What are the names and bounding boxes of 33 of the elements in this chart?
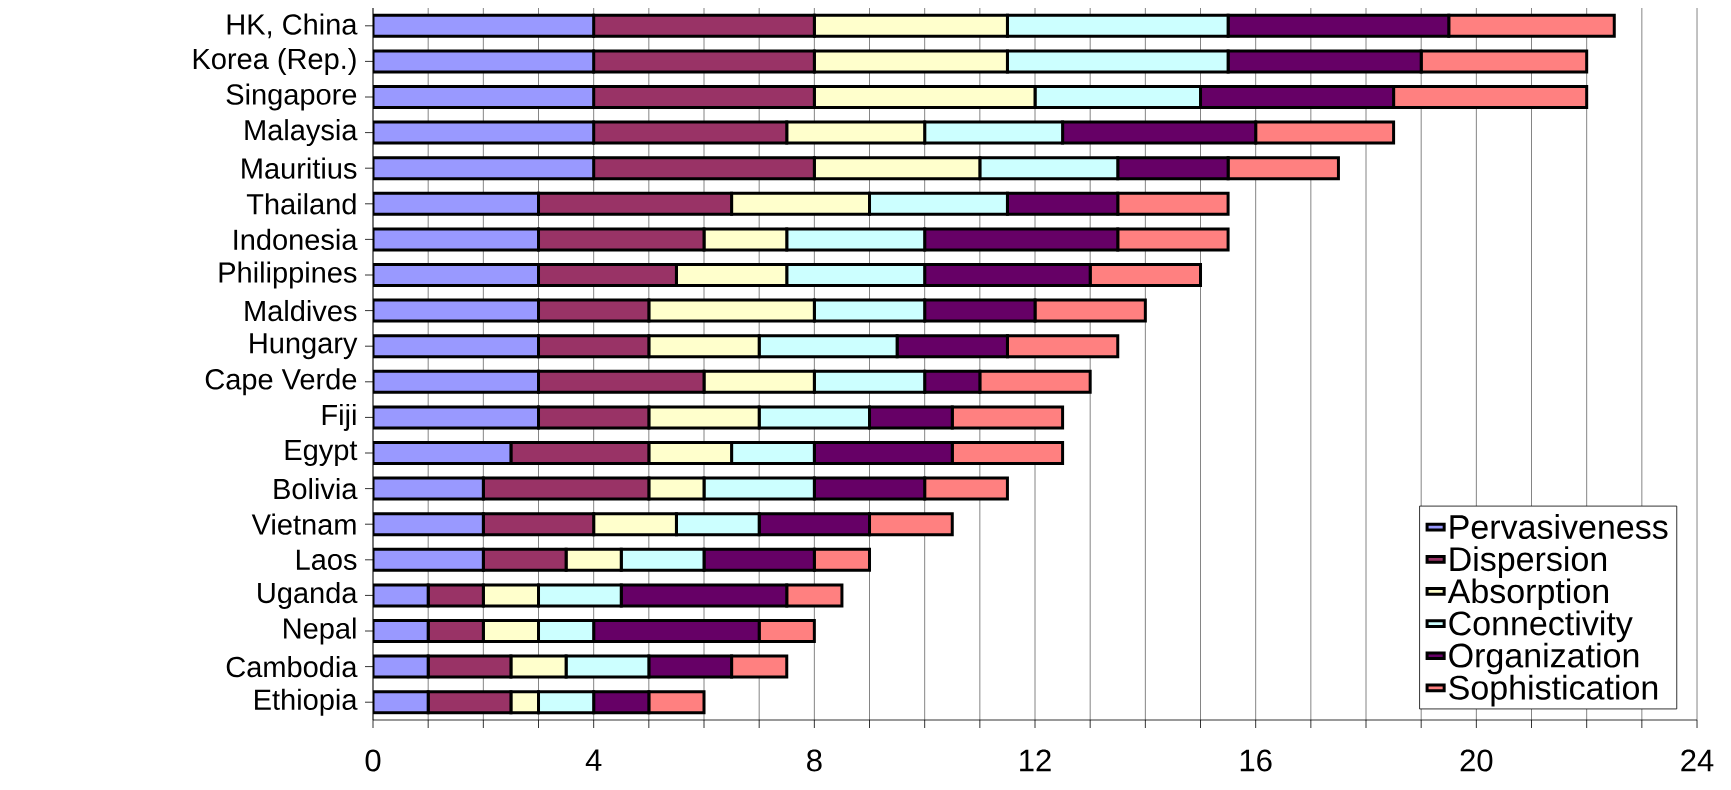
- y-tick-label: Vietnam: [251, 513, 356, 535]
- y-tick-label: Indonesia: [234, 228, 358, 251]
- y-tick-label: Korea (Rep.): [193, 47, 356, 75]
- legend-label: Absorption: [1447, 578, 1608, 611]
- y-tick-label: Fiji: [322, 403, 356, 431]
- y-tick-label: Cape Verde: [205, 368, 357, 396]
- y-tick-label: Ethiopia: [255, 688, 358, 716]
- legend-label: Organization: [1449, 642, 1639, 675]
- x-tick-label: 24: [1681, 749, 1714, 772]
- y-tick-label: Hungary: [250, 333, 358, 360]
- y-tick-label: Philippines: [219, 261, 357, 289]
- x-tick-label: 12: [1020, 749, 1051, 772]
- y-tick-label: Bolivia: [274, 477, 358, 500]
- y-tick-label: Malaysia: [245, 119, 358, 147]
- y-tick-label: Egypt: [285, 440, 358, 466]
- legend-label: Connectivity: [1449, 610, 1633, 643]
- y-tick-label: Mauritius: [242, 157, 357, 179]
- y-tick-label: Maldives: [245, 299, 357, 322]
- x-tick-label: 4: [585, 749, 602, 771]
- legend-label: Pervasiveness: [1450, 514, 1668, 540]
- x-tick-label: 20: [1460, 749, 1493, 772]
- legend-label: Dispersion: [1450, 546, 1607, 578]
- x-tick-label: 16: [1240, 749, 1272, 772]
- x-tick-label: 0: [365, 749, 381, 772]
- y-tick-label: Singapore: [226, 83, 357, 111]
- y-tick-label: Laos: [296, 549, 357, 570]
- legend-label: Sophistication: [1449, 674, 1658, 707]
- y-tick-label: Nepal: [284, 617, 356, 645]
- y-tick-label: Thailand: [246, 193, 356, 215]
- y-tick-label: Uganda: [258, 581, 358, 609]
- y-tick-label: Cambodia: [226, 655, 358, 678]
- y-tick-label: HK, China: [227, 13, 358, 39]
- x-tick-label: 8: [807, 749, 822, 772]
